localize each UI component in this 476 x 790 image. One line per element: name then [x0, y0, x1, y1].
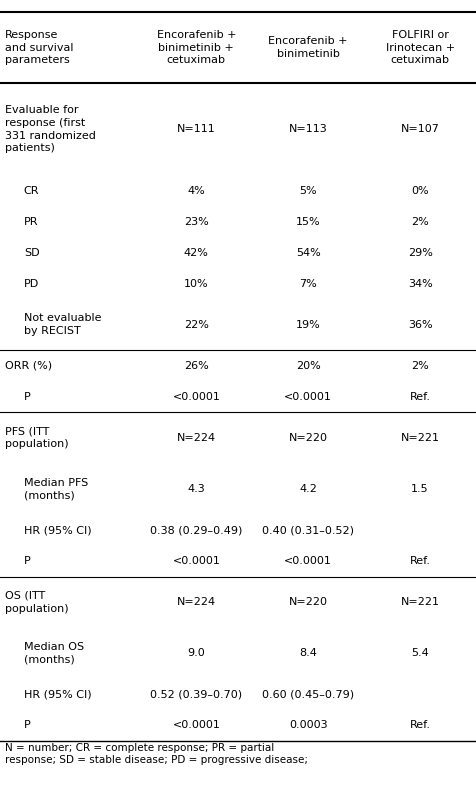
Text: SD: SD	[24, 247, 40, 258]
Text: <0.0001: <0.0001	[172, 392, 220, 401]
Text: N=224: N=224	[177, 597, 216, 608]
Text: Ref.: Ref.	[409, 720, 431, 731]
Text: HR (95% CI): HR (95% CI)	[24, 690, 91, 699]
Text: FOLFIRI or
Irinotecan +
cetuximab: FOLFIRI or Irinotecan + cetuximab	[386, 30, 455, 66]
Text: 26%: 26%	[184, 361, 208, 371]
Text: 2%: 2%	[411, 216, 429, 227]
Text: 23%: 23%	[184, 216, 208, 227]
Text: 0%: 0%	[411, 186, 429, 196]
Text: N=111: N=111	[177, 124, 216, 134]
Text: 2%: 2%	[411, 361, 429, 371]
Text: Not evaluable
by RECIST: Not evaluable by RECIST	[24, 313, 101, 336]
Text: 20%: 20%	[296, 361, 320, 371]
Text: 0.52 (0.39–0.70): 0.52 (0.39–0.70)	[150, 690, 242, 699]
Text: 42%: 42%	[184, 247, 209, 258]
Text: N=220: N=220	[289, 433, 327, 442]
Text: <0.0001: <0.0001	[284, 392, 332, 401]
Text: 4.2: 4.2	[299, 484, 317, 494]
Text: P: P	[24, 392, 30, 401]
Text: 8.4: 8.4	[299, 649, 317, 658]
Text: 0.38 (0.29–0.49): 0.38 (0.29–0.49)	[150, 525, 243, 535]
Text: CR: CR	[24, 186, 40, 196]
Text: P: P	[24, 720, 30, 731]
Text: 5%: 5%	[299, 186, 317, 196]
Text: Evaluable for
response (first
331 randomized
patients): Evaluable for response (first 331 random…	[5, 105, 96, 153]
Text: 7%: 7%	[299, 279, 317, 288]
Text: 22%: 22%	[184, 320, 209, 329]
Text: 0.0003: 0.0003	[289, 720, 327, 731]
Text: N=113: N=113	[289, 124, 327, 134]
Text: N=224: N=224	[177, 433, 216, 442]
Text: 19%: 19%	[296, 320, 320, 329]
Text: Response
and survival
parameters: Response and survival parameters	[5, 30, 73, 66]
Text: N = number; CR = complete response; PR = partial
response; SD = stable disease; : N = number; CR = complete response; PR =…	[5, 743, 308, 766]
Text: 1.5: 1.5	[411, 484, 429, 494]
Text: Encorafenib +
binimetinib: Encorafenib + binimetinib	[268, 36, 348, 59]
Text: 54%: 54%	[296, 247, 320, 258]
Text: PR: PR	[24, 216, 38, 227]
Text: Ref.: Ref.	[409, 392, 431, 401]
Text: Encorafenib +
binimetinib +
cetuximab: Encorafenib + binimetinib + cetuximab	[157, 30, 236, 66]
Text: N=221: N=221	[401, 597, 439, 608]
Text: 0.60 (0.45–0.79): 0.60 (0.45–0.79)	[262, 690, 354, 699]
Text: <0.0001: <0.0001	[284, 556, 332, 566]
Text: OS (ITT
population): OS (ITT population)	[5, 591, 69, 614]
Text: Ref.: Ref.	[409, 556, 431, 566]
Text: 36%: 36%	[408, 320, 432, 329]
Text: <0.0001: <0.0001	[172, 556, 220, 566]
Text: 9.0: 9.0	[188, 649, 205, 658]
Text: HR (95% CI): HR (95% CI)	[24, 525, 91, 535]
Text: 29%: 29%	[407, 247, 433, 258]
Text: 4%: 4%	[188, 186, 205, 196]
Text: Median PFS
(months): Median PFS (months)	[24, 478, 88, 500]
Text: N=107: N=107	[401, 124, 439, 134]
Text: 4.3: 4.3	[188, 484, 205, 494]
Text: 0.40 (0.31–0.52): 0.40 (0.31–0.52)	[262, 525, 354, 535]
Text: N=221: N=221	[401, 433, 439, 442]
Text: <0.0001: <0.0001	[172, 720, 220, 731]
Text: PD: PD	[24, 279, 39, 288]
Text: ORR (%): ORR (%)	[5, 361, 52, 371]
Text: N=220: N=220	[289, 597, 327, 608]
Text: 10%: 10%	[184, 279, 208, 288]
Text: 15%: 15%	[296, 216, 320, 227]
Text: 5.4: 5.4	[411, 649, 429, 658]
Text: PFS (ITT
population): PFS (ITT population)	[5, 427, 69, 450]
Text: Median OS
(months): Median OS (months)	[24, 642, 84, 664]
Text: 34%: 34%	[408, 279, 432, 288]
Text: P: P	[24, 556, 30, 566]
